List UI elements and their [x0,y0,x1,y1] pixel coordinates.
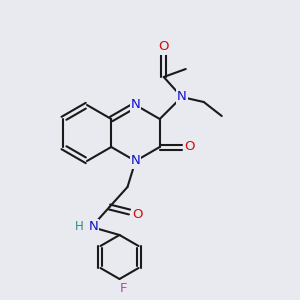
Text: F: F [120,281,127,295]
Text: N: N [88,220,98,233]
Text: H: H [75,220,83,233]
Text: O: O [132,208,143,221]
Text: O: O [158,40,169,53]
Text: N: N [130,154,140,167]
Text: N: N [130,98,140,112]
Text: N: N [177,91,187,103]
Text: O: O [184,140,195,154]
